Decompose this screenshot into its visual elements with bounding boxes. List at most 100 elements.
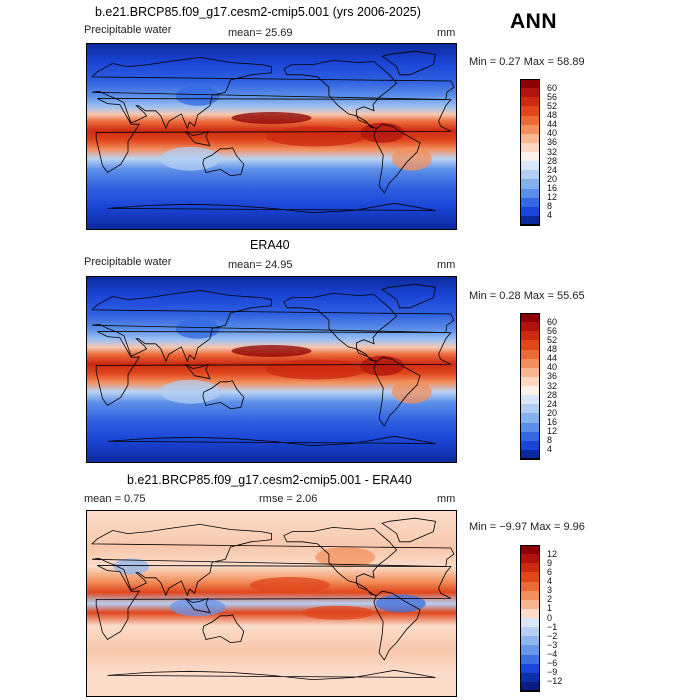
panel1-minmax: Min = 0.27 Max = 58.89 [469, 56, 585, 68]
colorbar-frame [520, 79, 540, 225]
panel1-colorbar: 60 56 52 48 44 40 36 32 28 24 20 16 12 8 4 [520, 79, 580, 226]
map-field [87, 44, 456, 229]
field-anomaly [175, 85, 220, 106]
colorbar-tick-label: 60 [547, 316, 558, 327]
field-anomaly [249, 577, 330, 593]
field-anomaly [175, 318, 220, 339]
colorbar-tick-label: 4 [547, 576, 553, 586]
coastline [91, 523, 455, 597]
coastline [91, 289, 455, 363]
colorbar-tick-label: 40 [547, 362, 558, 373]
colorbar-tick-label: 52 [547, 334, 558, 345]
colorbar-tick-label: −9 [547, 667, 558, 678]
coastline [202, 380, 245, 410]
panel3-colorbar: 12 9 6 4 3 2 1 0 −1 −2 −3 −4 −6 −9 −12 [520, 545, 580, 692]
colorbar-tick-label: 16 [547, 417, 558, 427]
field-anomaly [169, 598, 226, 617]
coastline [355, 581, 421, 661]
field-anomaly [315, 547, 376, 568]
colorbar-tick-label: 12 [547, 426, 558, 437]
coastline [355, 347, 421, 427]
colorbar-tick-label: −12 [547, 676, 563, 687]
coastline [283, 526, 398, 584]
panel2-map [86, 276, 457, 463]
colorbar-frame [520, 545, 540, 691]
panel2-title: ERA40 [250, 238, 290, 252]
panel3-units-label: mm [437, 493, 456, 505]
map-field [87, 277, 456, 462]
colorbar-tick-label: 56 [547, 91, 558, 102]
coastline [185, 597, 211, 614]
coastline [107, 435, 436, 447]
field-anomaly [360, 355, 405, 376]
colorbar-tick-label: 12 [547, 192, 558, 203]
colorbar-swatch [520, 215, 540, 226]
colorbar-tick-label: 48 [547, 110, 558, 120]
field-anomaly [391, 379, 432, 404]
colorbar-tick-label: 20 [547, 173, 558, 184]
colorbar-tick-label: 8 [547, 201, 553, 212]
colorbar-tick-label: 12 [547, 548, 558, 559]
panel3-rmse-label: rmse = 2.06 [259, 493, 318, 505]
colorbar-tick-label: −4 [547, 649, 558, 659]
coastline [283, 292, 398, 350]
colorbar-tick-label: 36 [547, 371, 558, 382]
panel3-title: b.e21.BRCP85.f09_g17.cesm2-cmip5.001 - E… [127, 473, 412, 487]
colorbar-tick-label: 2 [547, 594, 553, 605]
colorbar-tick-label: 40 [547, 128, 558, 139]
panel3-map [86, 510, 457, 697]
panel2-colorbar: 60 56 52 48 44 40 36 32 28 24 20 16 12 8 4 [520, 313, 580, 460]
colorbar-tick-label: 4 [547, 444, 553, 455]
field-anomaly [231, 112, 312, 124]
field-anomaly [265, 359, 366, 380]
field-anomaly [113, 558, 150, 575]
colorbar-tick-label: 20 [547, 407, 558, 418]
colorbar-tick-label: −1 [547, 621, 558, 632]
panel2-minmax: Min = 0.28 Max = 55.65 [469, 290, 585, 302]
colorbar-tick-label: 52 [547, 100, 558, 111]
map-field [87, 511, 456, 696]
colorbar-tick-label: −2 [547, 630, 558, 641]
colorbar-frame [520, 313, 540, 459]
colorbar-tick-label: −3 [547, 639, 558, 650]
colorbar-tick-label: 8 [547, 435, 553, 446]
field-anomaly [301, 605, 374, 620]
colorbar-tick-label: 56 [547, 325, 558, 336]
colorbar-tick-label: 36 [547, 137, 558, 148]
coastline [355, 114, 421, 194]
coastline [202, 614, 245, 644]
field-anomaly [160, 379, 221, 404]
panel2-left-label: Precipitable water [84, 256, 172, 268]
coastline [381, 50, 436, 76]
colorbar-tick-label: 24 [547, 164, 558, 175]
coastline [283, 59, 398, 117]
field-anomaly [160, 146, 221, 171]
panel3-mean-label: mean = 0.75 [84, 493, 146, 505]
colorbar-tick-label: 0 [547, 612, 553, 623]
colorbar-tick-label: 28 [547, 155, 558, 166]
field-anomaly [391, 146, 432, 171]
panel1-map [86, 43, 457, 230]
colorbar-tick-label: 32 [547, 380, 558, 391]
coastline [95, 98, 452, 174]
panel3-minmax: Min = −9.97 Max = 9.96 [469, 521, 585, 533]
field-anomaly [375, 594, 426, 613]
coastline [107, 669, 436, 681]
colorbar-tick-label: 3 [547, 585, 553, 596]
coastline [185, 130, 211, 147]
coastline [91, 56, 455, 130]
colorbar-tick-label: 60 [547, 82, 558, 93]
field-anomaly [265, 126, 366, 147]
colorbar-tick-label: −6 [547, 658, 558, 669]
colorbar-tick-label: 44 [547, 353, 558, 364]
field-anomaly [231, 345, 312, 357]
colorbar-tick-label: 28 [547, 389, 558, 400]
panel2-mean-label: mean= 24.95 [228, 259, 293, 271]
coastline [381, 283, 436, 309]
colorbar-tick-label: 44 [547, 119, 558, 130]
coastline [107, 202, 436, 214]
colorbar-tick-label: 48 [547, 344, 558, 354]
panel1-left-label: Precipitable water [84, 24, 172, 36]
coastline [381, 517, 436, 543]
colorbar-tick-label: 6 [547, 566, 553, 577]
